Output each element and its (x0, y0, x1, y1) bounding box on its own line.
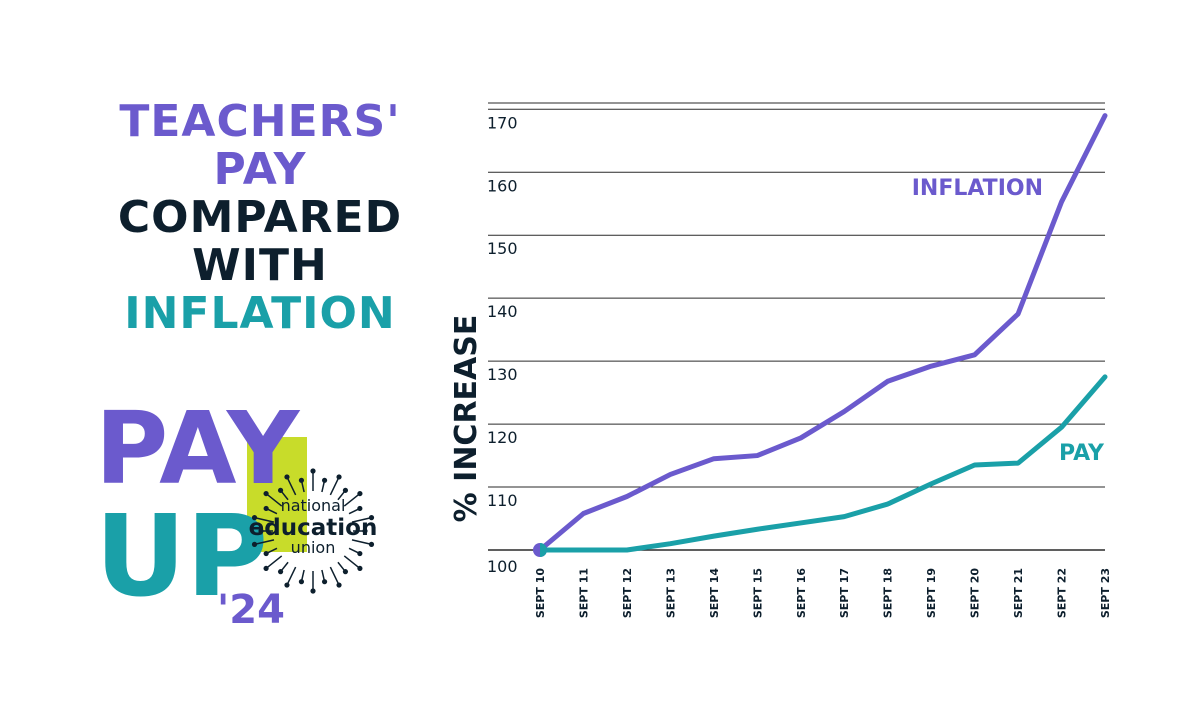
logo-pay-text: PAY (95, 390, 301, 507)
starburst-ray (329, 566, 340, 586)
starburst-dot (263, 550, 269, 557)
logo-org-line3: union (291, 538, 336, 557)
neu-starburst-icon (251, 468, 375, 594)
y-tick-label: 140 (487, 302, 518, 321)
y-axis-label: % INCREASE (449, 315, 484, 523)
title-line: PAY (213, 144, 307, 195)
page-title: TEACHERS' PAY COMPARED WITH INFLATION (60, 98, 460, 338)
starburst-dot (284, 582, 290, 588)
starburst-dot (277, 569, 284, 575)
x-tick-label: SEPT 13 (664, 568, 677, 618)
starburst-ray (254, 516, 275, 523)
x-tick-label: SEPT 12 (621, 568, 634, 618)
starburst-dot (357, 550, 363, 557)
starburst-dot (263, 505, 269, 512)
starburst-dot (342, 487, 349, 493)
starburst-dot (362, 528, 368, 534)
starburst-dot (342, 569, 349, 575)
x-tick-label: SEPT 21 (1012, 568, 1025, 618)
starburst-ray (351, 539, 372, 546)
pay-up-logo: PAY UP '24 national education union (95, 390, 378, 633)
starburst-ray (286, 476, 297, 496)
title-line: WITH (192, 240, 328, 291)
starburst-dot (368, 515, 375, 521)
starburst-ray (329, 476, 340, 496)
y-tick-label: 170 (487, 113, 518, 132)
starburst-dot (284, 474, 290, 480)
starburst-dot (321, 477, 328, 483)
starburst-dot (336, 474, 342, 480)
x-tick-label: SEPT 16 (795, 568, 808, 618)
starburst-ray (286, 566, 297, 586)
x-tick-label: SEPT 23 (1099, 568, 1112, 618)
y-tick-label: 150 (487, 239, 518, 258)
title-line: INFLATION (124, 288, 396, 339)
x-tick-label: SEPT 22 (1056, 568, 1069, 618)
starburst-ray (343, 493, 361, 507)
x-tick-label: SEPT 14 (708, 568, 721, 618)
starburst-dot (251, 515, 258, 521)
starburst-dot (263, 565, 269, 572)
series-label-inflation: INFLATION (912, 176, 1043, 201)
starburst-dot (310, 588, 316, 594)
starburst-dot (298, 579, 305, 585)
y-tick-label: 130 (487, 365, 518, 384)
logo-org-line1: national (281, 496, 346, 515)
starburst-dot (357, 505, 363, 512)
starburst-ray (351, 516, 372, 523)
x-tick-label: SEPT 18 (882, 568, 895, 618)
starburst-dot (251, 541, 258, 547)
starburst-dot (263, 490, 269, 497)
logo-up-text: UP (95, 492, 268, 622)
x-tick-label: SEPT 19 (925, 568, 938, 618)
starburst-dot (298, 477, 305, 483)
line-chart: 100 110 120 130 140 150 160 170 % INCREASE SEPT 1… (449, 102, 1112, 618)
starburst-dot (357, 490, 363, 497)
logo-lime-block (247, 437, 307, 552)
y-tick-label: 120 (487, 428, 518, 447)
title-line: COMPARED (117, 192, 403, 243)
starburst-dot (277, 487, 284, 493)
x-tick-label: SEPT 15 (751, 568, 764, 618)
starburst-ray (265, 493, 283, 507)
starburst-ray (343, 555, 361, 569)
x-tick-label: SEPT 20 (969, 568, 982, 618)
starburst-ray (265, 555, 283, 569)
series-label-pay: PAY (1059, 441, 1105, 466)
series-line-pay (537, 374, 1108, 553)
starburst-dot (336, 582, 342, 588)
y-tick-label: 110 (487, 491, 518, 510)
starburst-dot (321, 579, 328, 585)
logo-year-text: '24 (217, 587, 285, 633)
starburst-dot (368, 541, 375, 547)
y-tick-label: 100 (487, 557, 518, 576)
starburst-dot (357, 565, 363, 572)
starburst-dot (258, 528, 264, 534)
title-line: TEACHERS' (119, 96, 401, 147)
x-tick-label: SEPT 17 (838, 568, 851, 618)
y-tick-label: 160 (487, 176, 518, 195)
logo-org-line2: education (249, 515, 378, 541)
starburst-dot (310, 468, 316, 474)
x-tick-label: SEPT 11 (577, 568, 590, 618)
series-line-inflation (537, 113, 1108, 553)
series-start-point-pay (540, 543, 547, 557)
x-tick-label: SEPT 10 (534, 568, 547, 618)
starburst-ray (254, 539, 275, 546)
